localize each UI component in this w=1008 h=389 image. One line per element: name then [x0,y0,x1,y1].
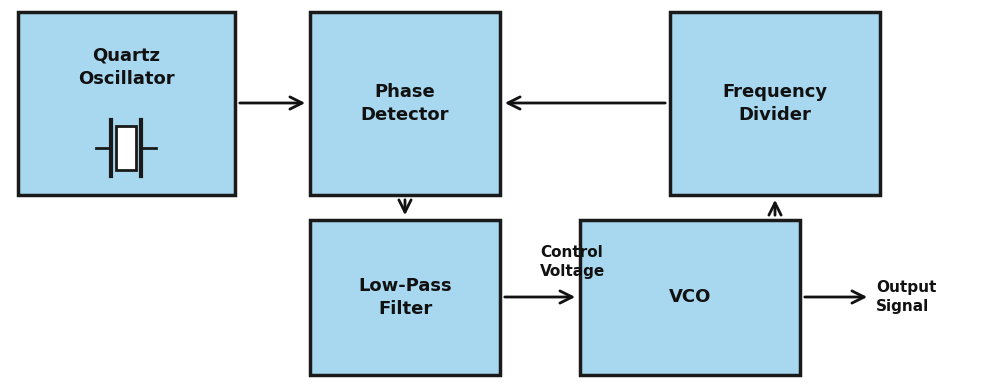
Bar [580,220,800,375]
Text: Low-Pass
Filter: Low-Pass Filter [358,277,452,318]
Bar [116,126,136,170]
Bar [18,12,235,195]
Text: Frequency
Divider: Frequency Divider [723,83,828,124]
Bar [670,12,880,195]
Bar [310,220,500,375]
Text: VCO: VCO [669,289,712,307]
Text: Control
Voltage: Control Voltage [540,245,605,279]
Text: Quartz
Oscillator: Quartz Oscillator [79,46,174,88]
Text: Phase
Detector: Phase Detector [361,83,450,124]
Text: Output
Signal: Output Signal [876,280,936,314]
Bar [310,12,500,195]
